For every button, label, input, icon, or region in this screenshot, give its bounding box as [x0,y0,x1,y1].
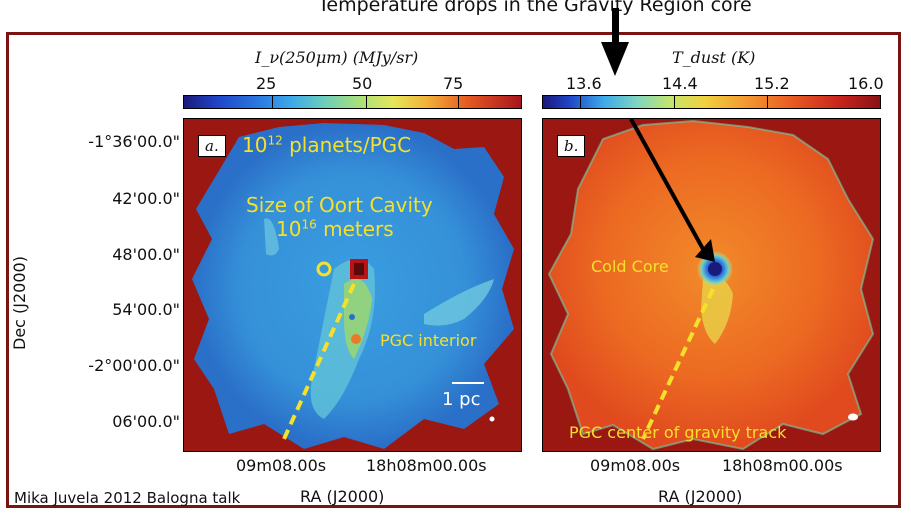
dec-tick: -1°36'00.0" [40,132,180,151]
ra-tick-a: 18h08m00.00s [366,456,487,475]
intensity-map-panel: a. 1012 planets/PGC Size of Oort Cavity … [183,118,522,452]
colorbar-b-mark [674,95,675,109]
dec-axis-label: Dec (J2000) [10,256,29,350]
colorbar-a-mark [272,95,273,109]
colorbar-b-tick: 14.4 [662,74,698,93]
dec-tick: 06'00.0" [40,412,180,431]
ra-axis-label-a: RA (J2000) [300,487,384,506]
colorbar-a-title: I_ν(250μm) (MJy/sr) [255,48,418,67]
panel-b-label: b. [557,135,585,157]
ra-tick-b: 09m08.00s [590,456,680,475]
pgc-interior-annotation: PGC interior [380,331,476,350]
gravity-track-annotation: PGC center of gravity track [569,423,786,442]
colorbar-a-tick: 75 [443,74,463,93]
ra-tick-b: 18h08m00.00s [722,456,843,475]
credit-text: Mika Juvela 2012 Balogna talk [14,489,240,507]
arrow-down-head-icon [601,42,629,76]
dust-temperature-panel: b. Cold Core PGC center of gravity track [542,118,881,452]
panel-a-label: a. [198,135,226,157]
top-caption: Temperature drops in the Gravity Region … [318,0,752,16]
colorbar-b-tick: 16.0 [848,74,884,93]
dec-tick: 54'00.0" [40,300,180,319]
ra-tick-a: 09m08.00s [236,456,326,475]
colorbar-a-tick: 25 [256,74,276,93]
oort-size-annotation: 1016 meters [276,217,394,241]
dec-tick: 42'00.0" [40,189,180,208]
colorbar-b-tick: 15.2 [754,74,790,93]
dust-temperature-image [543,119,881,452]
colorbar-b-tick: 13.6 [566,74,602,93]
dec-tick: 48'00.0" [40,245,180,264]
colorbar-a-mark [366,95,367,109]
oort-cavity-annotation: Size of Oort Cavity [246,193,433,217]
colorbar-a-tick: 50 [352,74,372,93]
colorbar-b-mark [580,95,581,109]
colorbar-b-mark [767,95,768,109]
colorbar-a [183,95,522,109]
ra-axis-label-b: RA (J2000) [658,487,742,506]
scale-bar-label: 1 pc [442,389,481,410]
planets-annotation: 1012 planets/PGC [242,133,411,157]
cold-core-annotation: Cold Core [591,257,669,276]
colorbar-a-mark [458,95,459,109]
dec-tick: -2°00'00.0" [40,356,180,375]
arrow-down-icon [612,8,619,46]
colorbar-b-title: T_dust (K) [672,48,755,67]
colorbar-b [542,95,881,109]
